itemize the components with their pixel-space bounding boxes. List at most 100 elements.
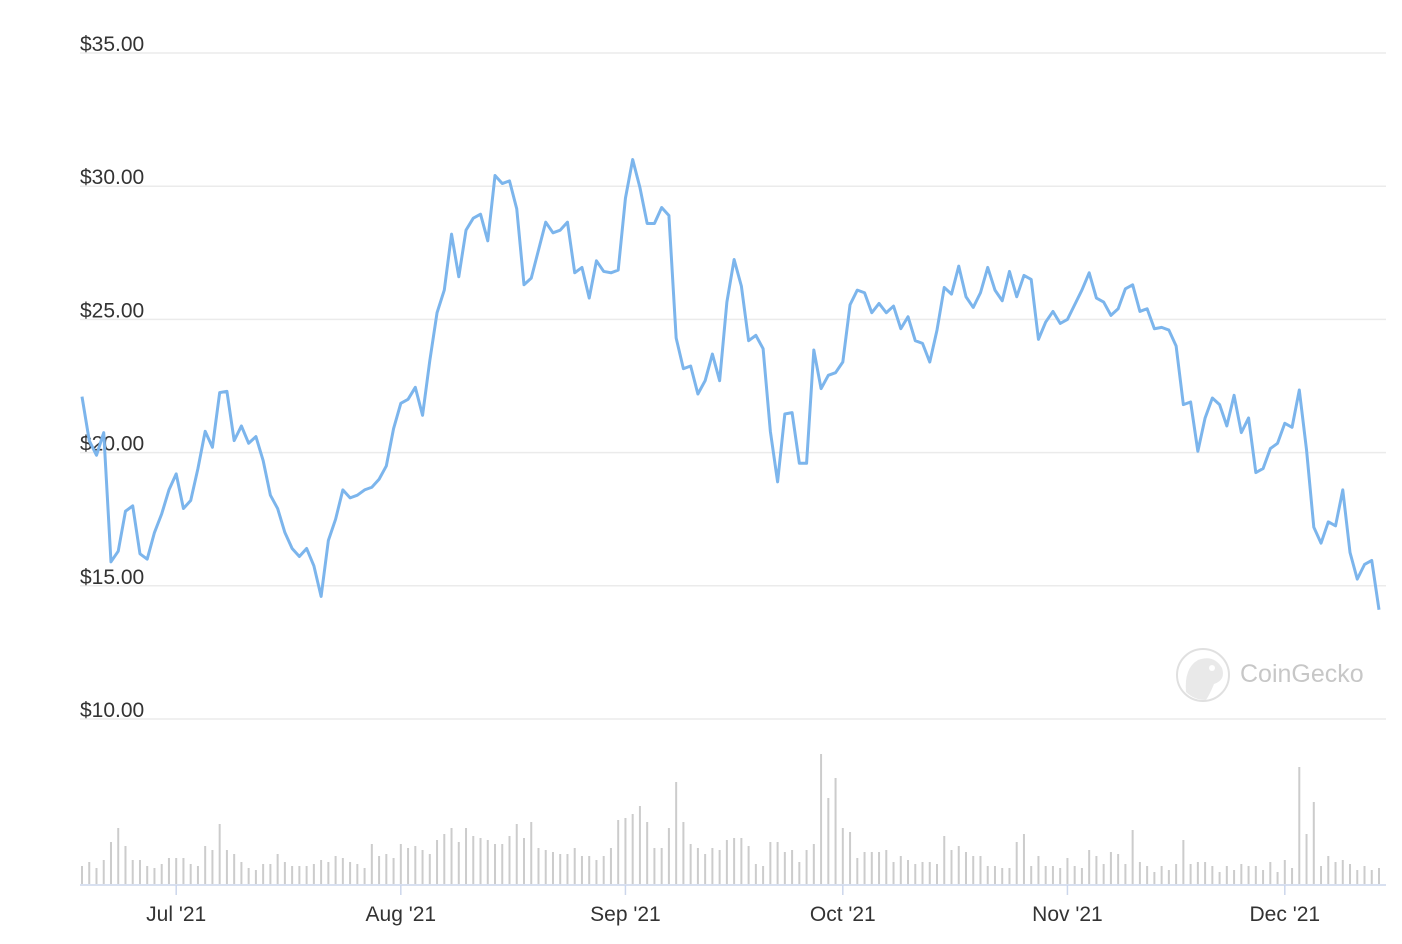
volume-bar: [146, 866, 149, 884]
volume-bar: [1022, 834, 1025, 884]
volume-bar: [1030, 866, 1033, 884]
volume-bar: [544, 850, 547, 884]
volume-bar: [153, 868, 156, 884]
volume-bar: [537, 848, 540, 884]
volume-bar: [812, 844, 815, 884]
y-tick-label: $25.00: [80, 299, 144, 322]
volume-bar: [436, 840, 439, 884]
volume-bar: [907, 860, 910, 884]
volume-bar: [167, 858, 170, 884]
volume-bar: [624, 818, 627, 884]
volume-bar: [109, 842, 112, 884]
volume-bar: [508, 836, 511, 884]
volume-bar: [1240, 864, 1243, 884]
y-tick-label: $30.00: [80, 166, 144, 189]
volume-bar: [247, 868, 250, 884]
watermark: CoinGecko: [1176, 648, 1364, 702]
volume-bar: [1247, 866, 1250, 884]
volume-bar: [856, 858, 859, 884]
volume-bar: [1167, 870, 1170, 884]
x-tick-label: Oct '21: [810, 903, 876, 926]
volume-bar: [305, 866, 308, 884]
volume-bar: [573, 848, 576, 884]
volume-bar: [189, 864, 192, 884]
volume-bar: [1059, 868, 1062, 884]
volume-bar: [725, 840, 728, 884]
volume-bar: [798, 862, 801, 884]
volume-bar: [914, 864, 917, 884]
volume-bar: [682, 822, 685, 884]
volume-bar: [979, 856, 982, 884]
volume-bar: [450, 828, 453, 884]
volume-bar: [1305, 834, 1308, 884]
volume-bar: [1363, 866, 1366, 884]
volume-bar: [1291, 868, 1294, 884]
volume-bar: [414, 846, 417, 884]
volume-bar: [95, 868, 98, 884]
volume-bar: [602, 856, 605, 884]
y-tick-label: $20.00: [80, 433, 144, 456]
volume-bar: [1008, 868, 1011, 884]
volume-bar: [428, 854, 431, 884]
volume-bar: [1225, 866, 1228, 884]
volume-bar: [530, 822, 533, 884]
volume-bar: [631, 814, 634, 884]
volume-bar: [870, 852, 873, 884]
volume-bar: [1196, 862, 1199, 884]
volume-bar: [972, 856, 975, 884]
volume-bar: [283, 862, 286, 884]
volume-bar: [1131, 830, 1134, 884]
volume-bar: [160, 864, 163, 884]
volume-bar: [1066, 858, 1069, 884]
volume-bar: [1051, 866, 1054, 884]
volume-bar: [240, 862, 243, 884]
volume-bar: [1262, 870, 1265, 884]
volume-bar: [718, 850, 721, 884]
volume-bar: [711, 848, 714, 884]
y-tick-label: $35.00: [80, 33, 144, 56]
volume-bar: [1378, 868, 1380, 884]
volume-bar: [378, 856, 381, 884]
volume-bar: [1073, 866, 1076, 884]
volume-bar: [81, 866, 83, 884]
volume-bar: [689, 844, 692, 884]
volume-bar: [392, 858, 395, 884]
volume-bar: [349, 862, 352, 884]
volume-bar: [595, 860, 598, 884]
volume-bar: [936, 864, 939, 884]
volume-bar: [1088, 850, 1091, 884]
volume-bar: [320, 860, 323, 884]
volume-bar: [1001, 868, 1004, 884]
volume-bar: [1233, 870, 1236, 884]
volume-bar: [1015, 842, 1018, 884]
volume-bar: [769, 842, 772, 884]
volume-bar: [465, 828, 468, 884]
volume-bar: [88, 862, 91, 884]
volume-bar: [363, 868, 366, 884]
volume-bar: [312, 864, 315, 884]
volume-bar: [262, 864, 265, 884]
volume-bar: [704, 854, 707, 884]
volume-bar: [522, 838, 525, 884]
volume-bar: [1080, 868, 1083, 884]
y-tick-label: $10.00: [80, 699, 144, 722]
volume-bar: [196, 866, 199, 884]
volume-bar: [1102, 864, 1105, 884]
volume-bar: [1283, 860, 1286, 884]
volume-bar: [443, 834, 446, 884]
volume-bar: [1327, 856, 1330, 884]
volume-bar: [291, 866, 294, 884]
volume-bar: [899, 856, 902, 884]
volume-bar: [943, 836, 946, 884]
volume-bar: [747, 846, 750, 884]
volume-bar: [479, 838, 482, 884]
volume-bar: [276, 854, 279, 884]
volume-bar: [892, 862, 895, 884]
watermark-text: CoinGecko: [1240, 660, 1364, 688]
volume-bar: [124, 846, 127, 884]
volume-bar: [957, 846, 960, 884]
volume-bar: [921, 862, 924, 884]
volume-bar: [950, 850, 953, 884]
volume-bar: [588, 856, 591, 884]
volume-bar: [1124, 864, 1127, 884]
